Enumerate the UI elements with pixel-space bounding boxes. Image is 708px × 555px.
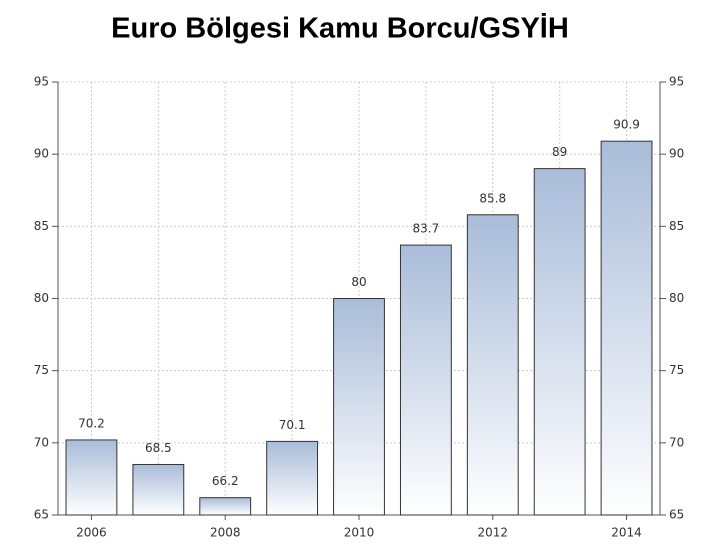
y-tick-label: 90 (34, 147, 49, 161)
y2-tick-label: 80 (669, 291, 684, 305)
bar (65, 439, 118, 516)
y2-tick-label: 90 (669, 147, 684, 161)
y-tick-label: 70 (34, 435, 49, 449)
x-tick-label: 2008 (210, 526, 241, 540)
x-tick-label: 2006 (76, 526, 107, 540)
y-tick-label: 95 (34, 75, 49, 89)
data-label: 90.9 (613, 118, 640, 132)
data-label: 70.1 (279, 418, 306, 432)
bar (132, 463, 185, 516)
bar (466, 214, 519, 516)
bar (600, 140, 653, 516)
data-label: 70.2 (78, 416, 105, 430)
x-tick-label: 2010 (344, 526, 375, 540)
bar (533, 168, 586, 516)
bar (266, 440, 319, 516)
x-tick-label: 2014 (611, 526, 642, 540)
bar (333, 298, 385, 516)
y-tick-label: 80 (34, 291, 49, 305)
y2-tick-label: 85 (669, 219, 684, 233)
y2-tick-label: 75 (669, 363, 684, 377)
y-tick-label: 75 (34, 363, 49, 377)
y2-tick-label: 65 (669, 508, 684, 522)
data-label: 66.2 (212, 474, 239, 488)
data-label: 83.7 (413, 222, 440, 236)
data-label: 85.8 (479, 191, 506, 205)
data-label: 89 (552, 145, 567, 159)
x-tick-label: 2012 (478, 526, 509, 540)
bar (199, 497, 252, 516)
bar (399, 244, 452, 516)
data-label: 80 (351, 275, 366, 289)
y2-tick-label: 95 (669, 75, 684, 89)
data-label: 68.5 (145, 441, 172, 455)
y-tick-label: 65 (34, 508, 49, 522)
y2-tick-label: 70 (669, 435, 684, 449)
chart-title: Euro Bölgesi Kamu Borcu/GSYİH (111, 13, 569, 45)
y-tick-label: 85 (34, 219, 49, 233)
